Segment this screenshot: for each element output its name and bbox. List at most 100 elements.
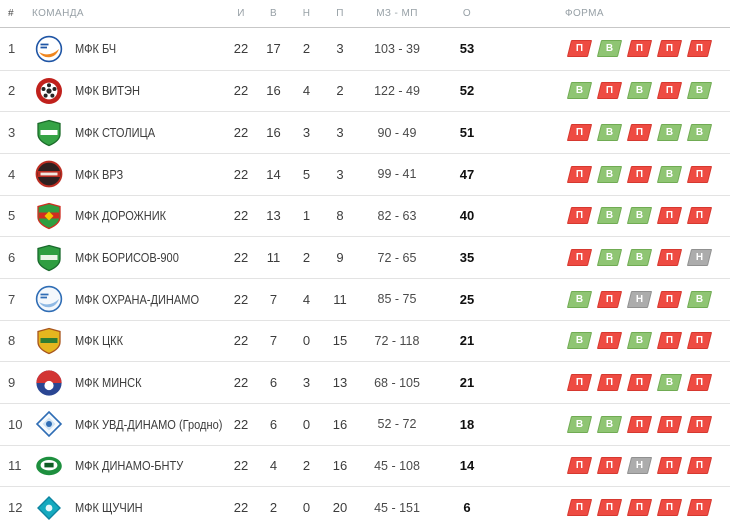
- table-row[interactable]: 12 МФК ЩУЧИН 22 2 0 20 45 - 151 6 П П П П П: [0, 486, 730, 528]
- col-header-form: ФОРМА: [565, 8, 604, 19]
- form-badge-loss: П: [686, 40, 713, 58]
- table-row[interactable]: 3 МФК СТОЛИЦА 22 16 3 3 90 - 49 51 П В П В В: [0, 111, 730, 153]
- wins-value: 13: [266, 208, 281, 224]
- form-badge-win: В: [596, 40, 623, 58]
- form-badge-loss: П: [656, 415, 683, 433]
- form-badge-letter: В: [695, 84, 704, 96]
- form-badge-letter: П: [665, 459, 674, 471]
- team-name-label: МФК ДОРОЖНИК: [75, 208, 167, 224]
- played-value: 22: [233, 250, 249, 266]
- team-name-label: МФК ВИТЭН: [75, 83, 140, 99]
- form-badge-loss: П: [656, 290, 683, 308]
- form-badge-letter: П: [575, 376, 584, 388]
- form-badge-draw: Н: [626, 457, 653, 475]
- team-name-link[interactable]: МФК ОХРАНА-ДИНАМО: [75, 292, 225, 307]
- table-row[interactable]: 1 МФК БЧ 22 17 2 3 103 - 39 53 П В П П П: [0, 28, 730, 70]
- team-name-link[interactable]: МФК ВРЗ: [75, 167, 225, 182]
- team-name-link[interactable]: МФК ЦКК: [75, 333, 225, 348]
- form-badge-win: В: [626, 332, 653, 350]
- form-badge-letter: В: [635, 251, 644, 263]
- losses-value: 3: [336, 125, 344, 141]
- form-badge-loss: П: [566, 207, 593, 225]
- played-value: 22: [233, 458, 249, 474]
- points-value: 53: [459, 41, 475, 57]
- form-badge-letter: П: [695, 376, 704, 388]
- form-badge-letter: В: [575, 334, 584, 346]
- form-badge-letter: П: [575, 459, 584, 471]
- table-row[interactable]: 6 МФК БОРИСОВ-900 22 11 2 9 72 - 65 35 П В В П Н: [0, 236, 730, 278]
- col-header-points: О: [462, 8, 472, 19]
- team-name-link[interactable]: МФК ЩУЧИН: [75, 500, 225, 515]
- table-row[interactable]: 2 МФК ВИТЭН 22 16 4 2 122 - 49 52 В П В П В: [0, 69, 730, 112]
- form-badge-letter: П: [665, 84, 674, 96]
- form-badge-win: В: [686, 124, 713, 142]
- wins-value: 6: [269, 375, 278, 391]
- team-logo: [30, 494, 75, 522]
- form-badge-loss: П: [566, 165, 593, 183]
- form-badge-letter: П: [605, 334, 614, 346]
- team-name-link[interactable]: МФК УВД-ДИНАМО (Гродно): [75, 417, 225, 432]
- form-badge-win: В: [596, 207, 623, 225]
- form-badge-letter: П: [665, 209, 674, 221]
- form-badge-letter: П: [605, 84, 614, 96]
- form-badge-letter: П: [605, 293, 614, 305]
- table-row[interactable]: 7 МФК ОХРАНА-ДИНАМО 22 7 4 11 85 - 75 25 В П Н П В: [0, 277, 730, 320]
- table-row[interactable]: 4 МФК ВРЗ 22 14 5 3 99 - 41 47 П В П В П: [0, 152, 730, 195]
- form-badge-letter: П: [575, 251, 584, 263]
- losses-value: 16: [332, 416, 348, 432]
- form-badge-loss: П: [566, 457, 593, 475]
- team-name-link[interactable]: МФК ВИТЭН: [75, 83, 225, 98]
- goals-for-against-value: 72 - 65: [377, 250, 417, 265]
- team-logo: [30, 410, 75, 438]
- form-badge-letter: Н: [635, 293, 644, 305]
- wins-value: 11: [266, 250, 281, 266]
- form-badge-win: В: [626, 207, 653, 225]
- form-badge-letter: В: [605, 418, 614, 430]
- form-badge-loss: П: [686, 207, 713, 225]
- draws-value: 1: [302, 208, 311, 224]
- form-badge-loss: П: [626, 40, 653, 58]
- losses-value: 9: [336, 250, 344, 266]
- played-value: 22: [233, 166, 249, 182]
- team-name-label: МФК ЦКК: [75, 333, 124, 349]
- points-value: 21: [459, 375, 475, 391]
- table-row[interactable]: 8 МФК ЦКК 22 7 0 15 72 - 118 21 В П В П П: [0, 319, 730, 362]
- form-badge-letter: П: [635, 42, 644, 54]
- form-badge-win: В: [656, 165, 683, 183]
- table-row[interactable]: 5 МФК ДОРОЖНИК 22 13 1 8 82 - 63 40 П В В П П: [0, 194, 730, 237]
- form-badge-win: В: [596, 415, 623, 433]
- form-badge-letter: П: [605, 376, 614, 388]
- form-badge-win: В: [566, 415, 593, 433]
- position-number: 5: [8, 208, 16, 224]
- form-badge-win: В: [656, 374, 683, 392]
- team-name-link[interactable]: МФК СТОЛИЦА: [75, 125, 225, 140]
- form-badge-draw: Н: [626, 290, 653, 308]
- team-logo: [30, 244, 75, 272]
- table-row[interactable]: 10 МФК УВД-ДИНАМО (Гродно) 22 6 0 16 52 - 72 1…: [0, 402, 730, 445]
- team-name-link[interactable]: МФК БОРИСОВ-900: [75, 250, 225, 265]
- team-name-link[interactable]: МФК БЧ: [75, 41, 225, 56]
- form-badge-letter: П: [575, 42, 584, 54]
- form-badge-win: В: [626, 249, 653, 267]
- goals-for-against-value: 85 - 75: [377, 292, 417, 307]
- team-name-label: МФК МИНСК: [75, 375, 142, 391]
- team-logo: [30, 77, 75, 105]
- table-row[interactable]: 9 МФК МИНСК 22 6 3 13 68 - 105 21 П П П В П: [0, 361, 730, 403]
- team-name-label: МФК БОРИСОВ-900: [75, 250, 179, 266]
- team-name-link[interactable]: МФК ДОРОЖНИК: [75, 208, 225, 223]
- played-value: 22: [233, 500, 249, 516]
- team-name-link[interactable]: МФК ДИНАМО-БНТУ: [75, 458, 225, 473]
- form-badge-loss: П: [626, 165, 653, 183]
- goals-for-against-value: 82 - 63: [377, 208, 417, 223]
- team-name-link[interactable]: МФК МИНСК: [75, 375, 225, 390]
- form-badge-win: В: [596, 249, 623, 267]
- losses-value: 3: [336, 41, 344, 57]
- form-badge-letter: В: [605, 251, 614, 263]
- form-badge-letter: П: [695, 209, 704, 221]
- table-row[interactable]: 11 МФК ДИНАМО-БНТУ 22 4 2 16 45 - 108 14 П П Н П П: [0, 444, 730, 487]
- played-value: 22: [233, 208, 249, 224]
- form-badge-letter: В: [575, 84, 584, 96]
- form-badge-draw: Н: [686, 249, 713, 267]
- played-value: 22: [233, 416, 249, 432]
